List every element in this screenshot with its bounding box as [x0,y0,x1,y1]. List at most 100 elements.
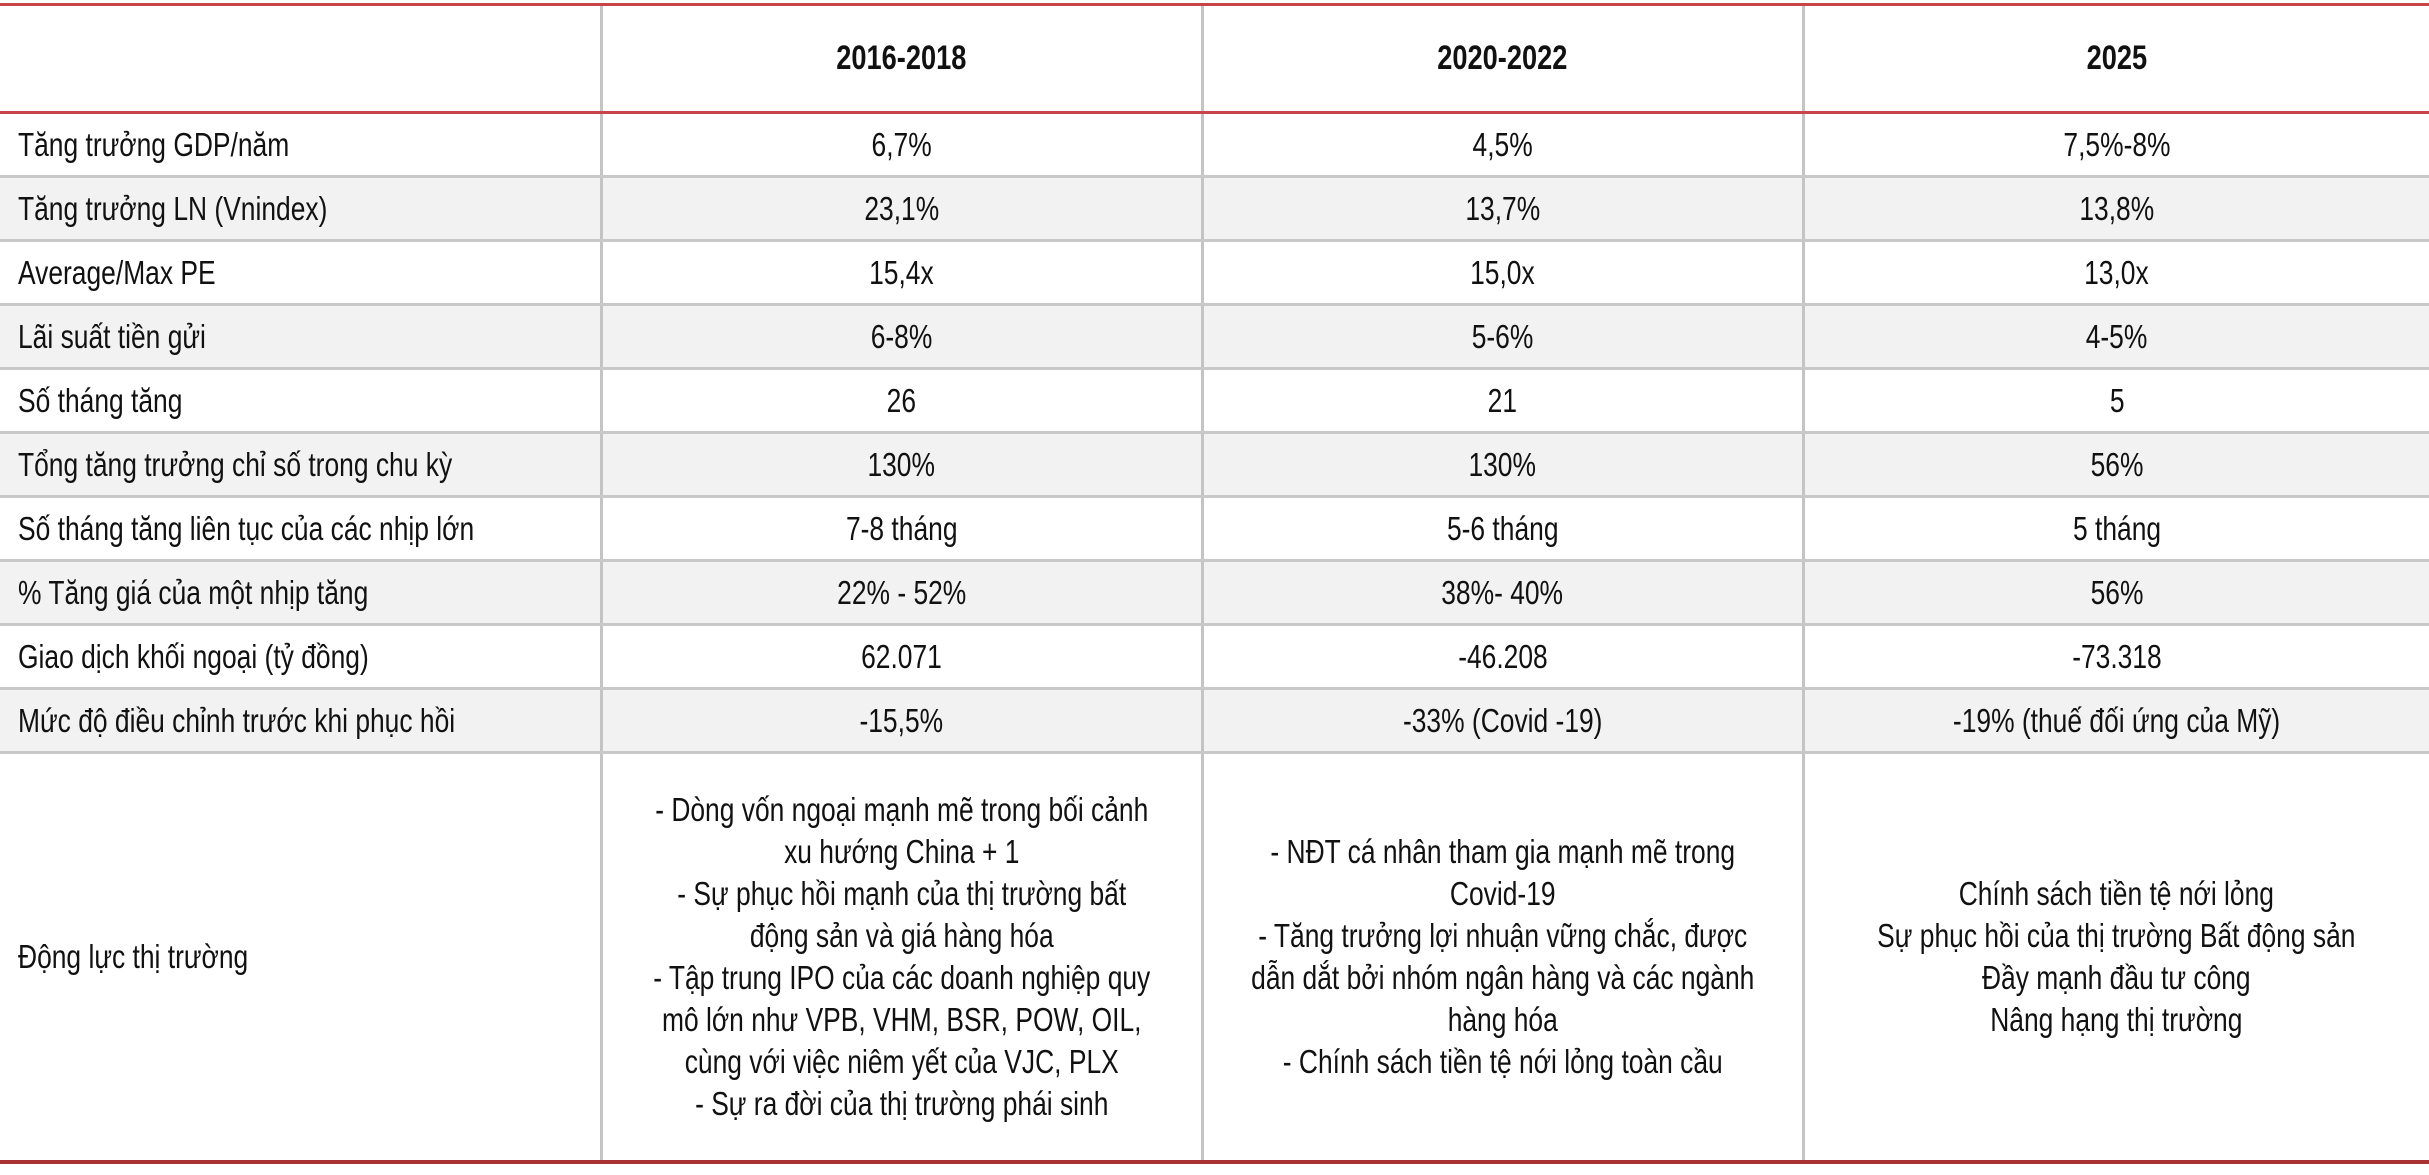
value-cell-2020-2022: 21 [1200,368,1803,434]
value-cell-2016-2018: 22% - 52% [599,560,1202,626]
cell-value: 15,0x [1470,253,1535,291]
header-label: 2025 [2086,39,2147,77]
header-corner [0,3,601,114]
cell-value: 5 tháng [2072,509,2161,547]
row-label: Số tháng tăng liên tục của các nhịp lớn [18,509,475,547]
drivers-line: cùng với việc niêm yết của VJC, PLX [684,1042,1119,1080]
drivers-text: - Dòng vốn ngoại mạnh mẽ trong bối cảnh x… [603,789,1201,1125]
drivers-line: - Dòng vốn ngoại mạnh mẽ trong bối cảnh [654,790,1149,828]
cell-value: -73.318 [2071,637,2162,675]
drivers-line: động sản và giá hàng hóa [749,916,1054,954]
drivers-cell-2025: Chính sách tiền tệ nới lỏng Sự phục hồi c… [1801,752,2429,1164]
cell-value: -46.208 [1457,637,1548,675]
table-body: Tăng trưởng GDP/năm 6,7% 4,5% 7,5%-8% Tăng t… [0,112,2429,1164]
row-label-cell: Mức độ điều chỉnh trước khi phục hồi [0,688,601,754]
table-row-tang-gia-cua-mot-nhip-tang: % Tăng giá của một nhịp tăng 22% - 52% 38%… [0,560,2429,626]
cell-value: -15,5% [859,701,944,739]
value-cell-2016-2018: 26 [599,368,1202,434]
drivers-line: - Chính sách tiền tệ nới lỏng toàn cầu [1282,1042,1723,1080]
table-row-muc-do-dieu-chinh-truoc-khi-phuc-hoi: Mức độ điều chỉnh trước khi phục hồi -15,… [0,688,2429,754]
cell-value: -33% (Covid -19) [1402,701,1603,739]
value-cell-2020-2022: 4,5% [1200,112,1803,178]
drivers-text: Chính sách tiền tệ nới lỏng Sự phục hồi c… [1805,873,2429,1041]
drivers-line: Đầy mạnh đầu tư công [1982,958,2252,996]
value-cell-2016-2018: -15,5% [599,688,1202,754]
drivers-line: - Tập trung IPO của các doanh nghiệp quy [652,958,1151,996]
drivers-line: Nâng hạng thị trường [1990,1000,2243,1038]
value-cell-2020-2022: 13,7% [1200,176,1803,242]
table-row-so-thang-tang-lien-tuc-cua-cac-nhip-lon: Số tháng tăng liên tục của các nhịp lớn 7… [0,496,2429,562]
table-row-market-drivers: Động lực thị trường - Dòng vốn ngoại mạnh… [0,752,2429,1164]
row-label-cell: Số tháng tăng liên tục của các nhịp lớn [0,496,601,562]
cell-value: 15,4x [869,253,934,291]
drivers-line: mô lớn như VPB, VHM, BSR, POW, OIL, [661,1000,1142,1038]
cell-value: 130% [1468,445,1537,483]
cell-value: 5-6% [1471,317,1534,355]
cell-value: 5 [2109,381,2125,419]
header-row: 2016-2018 2020-2022 2025 [0,3,2429,114]
value-cell-2020-2022: -33% (Covid -19) [1200,688,1803,754]
cell-value: 23,1% [864,189,939,227]
drivers-line: - Sự ra đời của thị trường phái sinh [694,1084,1109,1122]
table-row-tang-truong-ln-vnindex: Tăng trưởng LN (Vnindex) 23,1% 13,7% 13,8% [0,176,2429,242]
drivers-cell-2016-2018: - Dòng vốn ngoại mạnh mẽ trong bối cảnh x… [599,752,1202,1164]
cell-value: 22% - 52% [836,573,967,611]
drivers-line: - Tăng trưởng lợi nhuận vững chắc, được [1258,916,1747,954]
row-label-cell: % Tăng giá của một nhịp tăng [0,560,601,626]
cell-value: -19% (thuế đối ứng của Mỹ) [1953,701,2281,739]
drivers-line: Chính sách tiền tệ nới lỏng [1959,874,2275,912]
row-label-cell: Lãi suất tiền gửi [0,304,601,370]
row-label-cell: Tăng trưởng LN (Vnindex) [0,176,601,242]
value-cell-2025: -73.318 [1801,624,2429,690]
value-cell-2025: 5 [1801,368,2429,434]
drivers-line: dẫn dắt bởi nhóm ngân hàng và các ngành [1250,958,1755,996]
value-cell-2025: 4-5% [1801,304,2429,370]
cell-value: 56% [2090,573,2144,611]
row-label: Giao dịch khối ngoại (tỷ đồng) [18,637,369,675]
value-cell-2016-2018: 15,4x [599,240,1202,306]
cell-value: 38%- 40% [1441,573,1564,611]
header-2016-2018: 2016-2018 [599,3,1202,114]
value-cell-2016-2018: 23,1% [599,176,1202,242]
value-cell-2016-2018: 6-8% [599,304,1202,370]
cell-value: 4,5% [1472,125,1533,163]
drivers-text: - NĐT cá nhân tham gia mạnh mẽ trong Covi… [1204,831,1802,1083]
cell-value: 130% [867,445,936,483]
cell-value: 62.071 [861,637,942,675]
value-cell-2016-2018: 7-8 tháng [599,496,1202,562]
comparison-table: 2016-2018 2020-2022 2025 Tăng trưởng GDP… [0,3,2429,1164]
value-cell-2025: 13,0x [1801,240,2429,306]
row-label: Động lực thị trường [18,937,249,975]
cell-value: 4-5% [2085,317,2148,355]
drivers-line: - NĐT cá nhân tham gia mạnh mẽ trong [1270,832,1735,870]
row-label-cell: Động lực thị trường [0,752,601,1164]
value-cell-2020-2022: 5-6 tháng [1200,496,1803,562]
value-cell-2025: 56% [1801,432,2429,498]
row-label: Tăng trưởng GDP/năm [18,125,290,163]
value-cell-2020-2022: 130% [1200,432,1803,498]
row-label-cell: Tăng trưởng GDP/năm [0,112,601,178]
drivers-cell-2020-2022: - NĐT cá nhân tham gia mạnh mẽ trong Covi… [1200,752,1803,1164]
drivers-line: hàng hóa [1447,1000,1558,1038]
header-2025: 2025 [1801,3,2429,114]
value-cell-2025: 13,8% [1801,176,2429,242]
cell-value: 7,5%-8% [2063,125,2171,163]
row-label: Lãi suất tiền gửi [18,317,206,355]
cell-value: 7-8 tháng [845,509,958,547]
value-cell-2016-2018: 130% [599,432,1202,498]
row-label-cell: Giao dịch khối ngoại (tỷ đồng) [0,624,601,690]
table-row-tang-truong-gdp-nam: Tăng trưởng GDP/năm 6,7% 4,5% 7,5%-8% [0,112,2429,178]
cell-value: 5-6 tháng [1446,509,1559,547]
cell-value: 26 [886,381,917,419]
value-cell-2020-2022: 15,0x [1200,240,1803,306]
value-cell-2025: -19% (thuế đối ứng của Mỹ) [1801,688,2429,754]
drivers-line: - Sự phục hồi mạnh của thị trường bất [677,874,1126,912]
drivers-line: Covid-19 [1449,874,1556,912]
cell-value: 6-8% [870,317,933,355]
row-label: % Tăng giá của một nhịp tăng [18,573,369,611]
row-label: Mức độ điều chỉnh trước khi phục hồi [18,701,456,739]
cell-value: 6,7% [871,125,932,163]
row-label: Số tháng tăng [18,381,183,419]
value-cell-2025: 56% [1801,560,2429,626]
value-cell-2016-2018: 62.071 [599,624,1202,690]
